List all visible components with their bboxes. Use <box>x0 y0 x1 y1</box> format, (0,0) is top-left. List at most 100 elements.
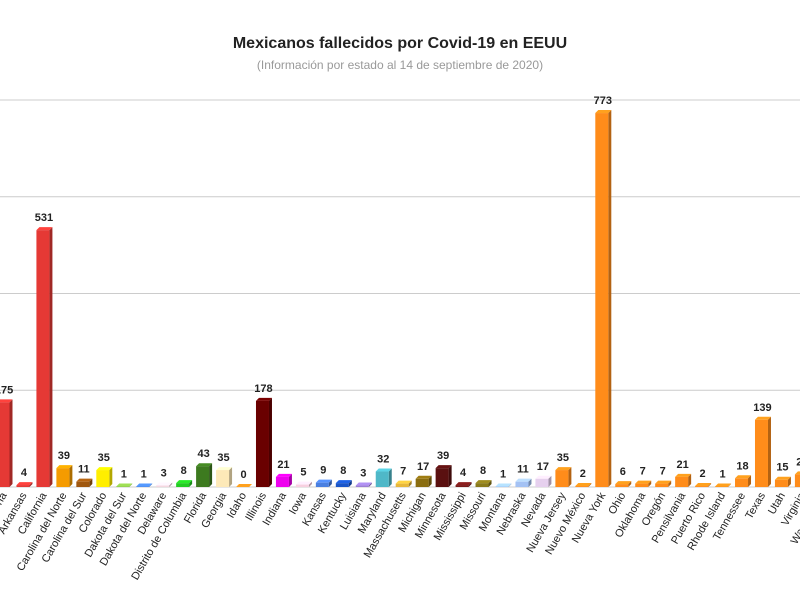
bar-top <box>236 484 253 487</box>
bar-top <box>575 483 592 487</box>
bar-top <box>595 110 612 114</box>
bar <box>156 485 170 487</box>
value-label: 1 <box>500 469 506 481</box>
bar <box>196 466 210 487</box>
chart-subtitle: (Información por estado al 14 de septiem… <box>257 58 543 72</box>
bar-side <box>328 479 332 487</box>
bar-side <box>209 463 213 487</box>
bar <box>295 484 309 487</box>
bar-top <box>36 227 53 231</box>
bar <box>435 468 449 487</box>
value-label: 18 <box>736 460 748 472</box>
bar <box>675 476 689 487</box>
bar <box>275 476 289 487</box>
bar-top <box>495 483 512 487</box>
value-label: 32 <box>377 454 389 466</box>
value-label: 35 <box>557 452 569 464</box>
value-label: 17 <box>417 461 429 473</box>
bar <box>96 470 110 487</box>
bar-top <box>695 483 712 487</box>
bar-top <box>515 478 532 482</box>
bar-top <box>415 475 432 479</box>
bar <box>255 400 269 487</box>
bar <box>355 485 369 487</box>
bar <box>475 483 489 487</box>
value-label: 39 <box>437 450 449 462</box>
bar <box>635 483 649 487</box>
bar <box>515 481 529 487</box>
value-label: 139 <box>753 402 771 414</box>
bar-top <box>136 483 153 487</box>
value-label: 9 <box>320 465 326 477</box>
value-label: 7 <box>660 466 666 478</box>
value-label: 3 <box>161 468 167 480</box>
value-label: 11 <box>517 464 529 476</box>
bar-top <box>275 473 292 477</box>
value-label: 1 <box>719 469 725 481</box>
bar-top <box>96 467 113 471</box>
bar <box>754 419 768 487</box>
bar-side <box>308 481 312 487</box>
value-label: 7 <box>640 466 646 478</box>
bar-top <box>475 480 492 484</box>
bar-side <box>508 483 512 487</box>
bar <box>375 471 389 487</box>
bar-side <box>748 475 752 487</box>
bar-top <box>375 468 392 472</box>
bar-top <box>315 479 332 483</box>
bar-top <box>0 399 13 403</box>
value-label: 0 <box>240 469 246 481</box>
value-label: 175 <box>0 384 13 396</box>
value-label: 2 <box>700 468 706 480</box>
bar-top <box>76 478 93 482</box>
bar <box>415 478 429 487</box>
bar <box>695 486 709 487</box>
bar <box>315 482 329 487</box>
bar-top <box>535 475 552 479</box>
bar-side <box>229 467 233 487</box>
bar <box>735 478 749 487</box>
bar-side <box>688 473 692 487</box>
bar-side <box>568 467 572 487</box>
bar-side <box>648 480 652 487</box>
bar <box>335 483 349 487</box>
bar-side <box>149 483 153 487</box>
value-label: 773 <box>594 95 612 107</box>
value-label: 2 <box>580 468 586 480</box>
bar-top <box>16 482 33 486</box>
chart-title: Mexicanos fallecidos por Covid-19 en EEU… <box>233 35 567 52</box>
bar-top <box>754 416 771 420</box>
value-label: 43 <box>197 448 209 460</box>
bar-top <box>455 482 472 486</box>
bar-top <box>675 473 692 477</box>
bar-top <box>774 476 791 480</box>
bar-top <box>196 463 213 467</box>
value-label: 5 <box>300 467 306 479</box>
bar-side <box>69 465 73 487</box>
bar-side <box>268 397 272 487</box>
bar-side <box>129 483 133 487</box>
bar-side <box>29 482 33 487</box>
value-label: 531 <box>35 212 53 224</box>
value-label: 8 <box>480 465 486 477</box>
bar-side <box>189 480 193 487</box>
bar-side <box>668 480 672 487</box>
bar-top <box>216 467 233 471</box>
bar-side <box>428 475 432 487</box>
value-label: 8 <box>181 465 187 477</box>
value-label: 21 <box>677 459 689 471</box>
bar-side <box>368 482 372 487</box>
value-label: 1 <box>141 469 147 481</box>
bar <box>575 486 589 487</box>
value-label: 4 <box>21 467 28 479</box>
bar <box>555 470 569 487</box>
bar <box>0 402 10 487</box>
value-label: 4 <box>460 467 467 479</box>
value-label: 21 <box>277 459 289 471</box>
bar-side <box>169 482 173 487</box>
value-label: 39 <box>58 450 70 462</box>
bar <box>595 113 609 487</box>
bar-side <box>528 478 532 487</box>
bar <box>76 481 90 487</box>
